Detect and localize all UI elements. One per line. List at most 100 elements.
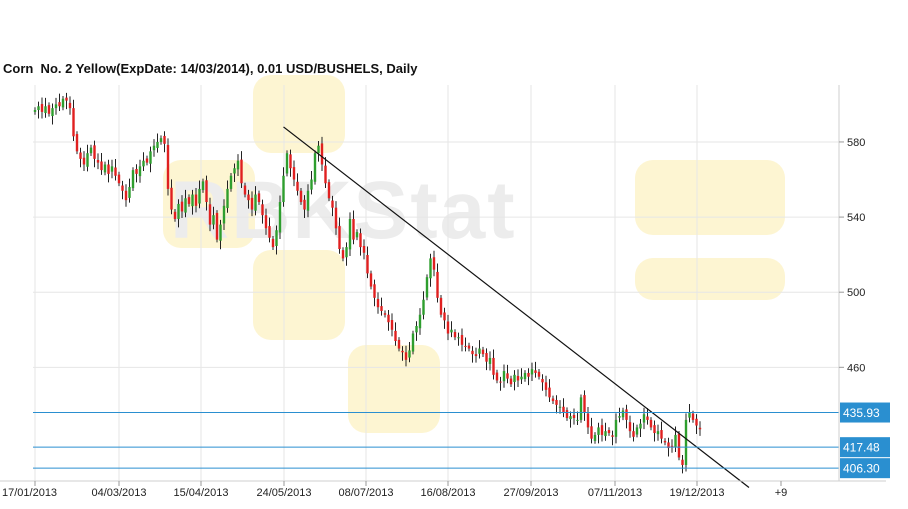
- candle-body: [131, 170, 135, 189]
- candle-body: [75, 134, 79, 152]
- candle: [257, 190, 261, 205]
- candle: [285, 150, 289, 177]
- candle: [292, 160, 296, 187]
- candle-body: [114, 167, 117, 176]
- candle-body: [670, 445, 674, 447]
- candle: [156, 133, 159, 153]
- candle: [513, 370, 516, 391]
- candle: [380, 297, 383, 316]
- candle-body: [327, 182, 331, 199]
- candle-body: [51, 108, 54, 117]
- candle-body: [222, 205, 226, 224]
- candle: [621, 407, 625, 421]
- candle: [394, 322, 397, 346]
- candle-body: [317, 145, 320, 154]
- candle-body: [138, 166, 142, 177]
- candle-body: [121, 185, 124, 191]
- candle-body: [411, 333, 415, 352]
- candle-body: [471, 350, 474, 355]
- candle: [236, 154, 240, 176]
- level-label-box: [840, 458, 890, 479]
- candle: [219, 219, 222, 250]
- candle-body: [558, 406, 562, 408]
- candle: [152, 139, 156, 157]
- candle-body: [565, 410, 569, 419]
- candle: [593, 432, 597, 444]
- candle-body: [656, 431, 660, 435]
- candle: [485, 348, 488, 371]
- candle-body: [460, 335, 464, 345]
- candle-body: [359, 233, 362, 248]
- candle: [264, 208, 268, 235]
- candle: [131, 167, 135, 191]
- candle-body: [628, 422, 632, 432]
- candle-body: [642, 414, 646, 423]
- candle-body: [474, 354, 478, 357]
- candle-body: [352, 218, 355, 240]
- x-tick-label: 16/08/2013: [420, 487, 475, 499]
- candle-body: [68, 102, 72, 109]
- candle-body: [93, 145, 96, 159]
- candle-body: [569, 416, 572, 420]
- candle-body: [415, 326, 418, 333]
- candle: [261, 199, 264, 224]
- candle: [460, 328, 464, 352]
- candle: [58, 93, 61, 111]
- candle: [303, 195, 306, 219]
- candle-body: [292, 167, 296, 180]
- candle: [509, 375, 513, 388]
- candle-body: [226, 188, 229, 209]
- x-tick-label: 19/12/2013: [669, 487, 724, 499]
- candle: [194, 187, 198, 213]
- candle: [215, 210, 219, 243]
- candle: [327, 179, 331, 202]
- level-label: 435.93: [843, 406, 880, 420]
- level-label: 417.48: [843, 441, 880, 455]
- candle: [628, 415, 632, 438]
- candle-body: [247, 194, 250, 201]
- candle: [205, 175, 208, 211]
- candle: [432, 250, 436, 277]
- candle: [649, 417, 653, 431]
- candle: [247, 189, 250, 209]
- candle: [681, 455, 684, 474]
- candle: [611, 430, 614, 446]
- candle: [229, 172, 233, 192]
- candle: [114, 159, 117, 181]
- candle: [576, 411, 579, 425]
- candle: [411, 330, 415, 355]
- candle: [331, 195, 334, 217]
- candle: [656, 424, 660, 441]
- candle-body: [674, 434, 677, 448]
- candle: [481, 346, 485, 357]
- candle: [653, 420, 656, 442]
- candle: [373, 279, 376, 307]
- candle: [359, 228, 362, 256]
- candle: [82, 151, 86, 172]
- candle: [348, 212, 352, 256]
- candle-body: [233, 168, 236, 174]
- candle-body: [285, 153, 289, 174]
- chart-grid: [33, 85, 839, 481]
- candle: [254, 186, 257, 216]
- x-tick-label: 27/09/2013: [503, 487, 558, 499]
- candle-body: [485, 353, 488, 362]
- candle-body: [65, 97, 68, 101]
- candle: [93, 140, 96, 168]
- candle-body: [387, 314, 390, 323]
- candle: [299, 187, 303, 205]
- candle-body: [219, 224, 222, 241]
- candle: [439, 295, 443, 318]
- candle-body: [261, 204, 264, 216]
- candle-body: [593, 434, 597, 441]
- candle-body: [348, 218, 352, 250]
- candle-body: [621, 410, 625, 418]
- candle-body: [212, 215, 215, 225]
- candle-body: [58, 102, 61, 107]
- candle: [586, 406, 590, 434]
- candle-body: [191, 194, 194, 207]
- candle: [660, 421, 663, 444]
- candle-body: [47, 105, 51, 114]
- candle-body: [579, 397, 583, 420]
